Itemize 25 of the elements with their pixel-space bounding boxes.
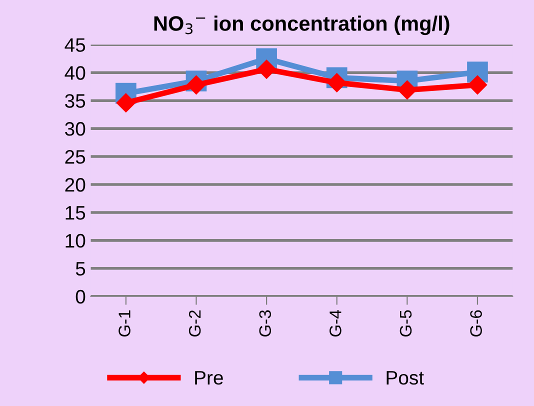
x-tick-label: G-2 [188, 310, 201, 337]
y-tick-label: 40 [64, 66, 86, 80]
x-tick-label: G-5 [400, 310, 412, 337]
y-tick-label: 10 [66, 234, 86, 248]
x-tick-label: G-4 [330, 310, 342, 337]
y-tick-label: 5 [76, 262, 86, 276]
x-tick-label: G-6 [470, 310, 482, 337]
y-tick-label: 35 [65, 94, 86, 108]
y-tick-label: 20 [65, 178, 86, 192]
chart-title: NO$_{3}$$^{−}$ ion concentration (mg/l) [154, 16, 450, 36]
point [186, 75, 206, 94]
point [327, 73, 346, 92]
y-tick-label: 45 [64, 38, 86, 52]
legend-label: Post [386, 371, 424, 385]
y-tick-label: 15 [66, 206, 86, 220]
point [398, 80, 417, 100]
x-tick-label: G-3 [259, 310, 272, 337]
x-tick-label: G-1 [118, 310, 130, 337]
y-tick-label: 0 [76, 290, 86, 304]
point [257, 60, 276, 79]
y-tick-label: 30 [65, 122, 86, 136]
point [468, 75, 488, 94]
legend-label: Pre [195, 371, 223, 385]
point [116, 93, 136, 112]
y-tick-label: 25 [65, 150, 86, 164]
